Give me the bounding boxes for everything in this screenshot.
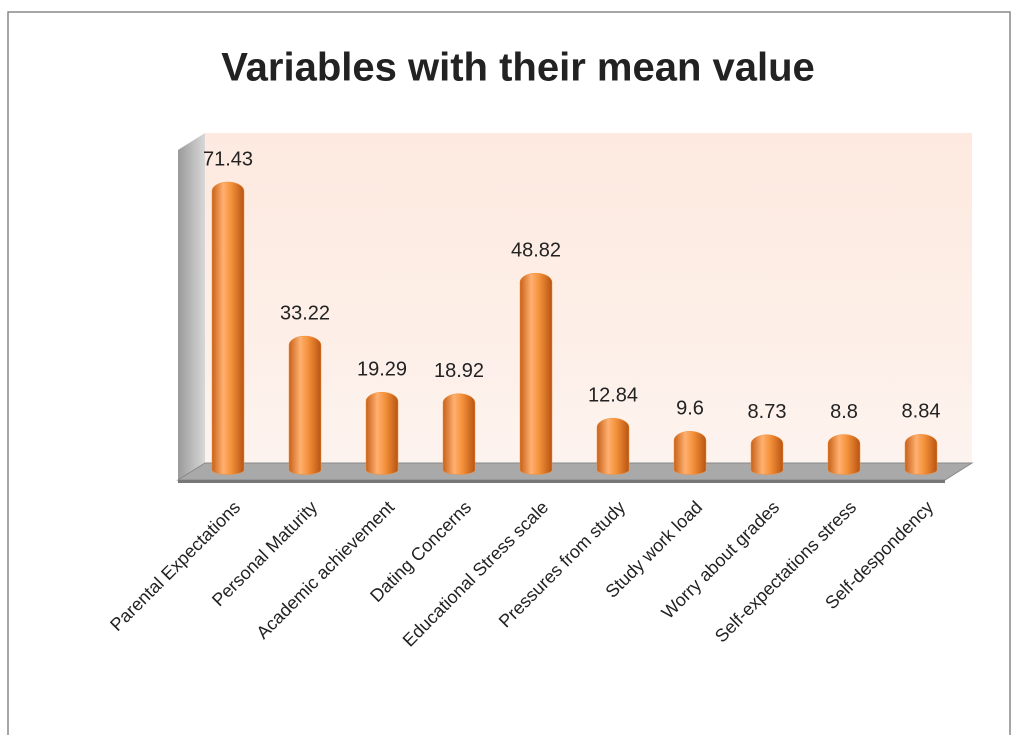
bar: [442, 393, 476, 475]
data-label: 71.43: [203, 148, 253, 170]
data-label: 12.84: [588, 385, 638, 407]
bar: [904, 434, 938, 475]
data-label: 9.6: [676, 398, 704, 420]
bar: [827, 434, 861, 475]
data-label: 33.22: [280, 302, 330, 324]
bar: [365, 391, 399, 475]
data-label: 8.8: [830, 401, 858, 423]
data-label: 19.29: [357, 359, 407, 381]
bar: [288, 335, 322, 475]
bar: [673, 431, 707, 475]
back-wall: [205, 133, 972, 463]
data-label: 8.84: [902, 401, 941, 423]
bar: [750, 434, 784, 475]
floor-edge: [178, 480, 945, 483]
data-label: 48.82: [511, 239, 561, 261]
data-label: 8.73: [748, 401, 787, 423]
bar: [596, 417, 630, 475]
bar: [519, 272, 553, 475]
side-wall: [178, 133, 205, 480]
data-label: 18.92: [434, 360, 484, 382]
chart-title: Variables with their mean value: [221, 46, 815, 90]
bar: [211, 181, 245, 475]
